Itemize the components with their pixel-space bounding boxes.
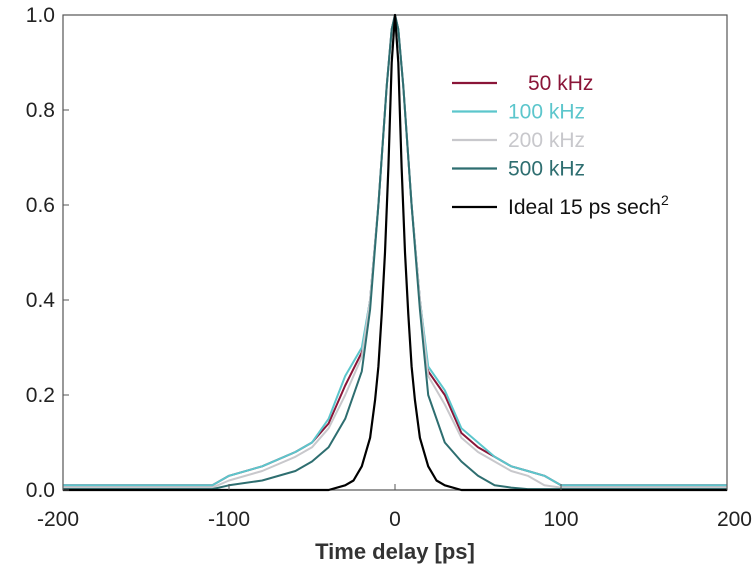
legend-label-2: 100 kHz <box>508 101 585 124</box>
plot-frame <box>62 14 728 491</box>
y-tick-label: 1.0 <box>26 4 55 27</box>
legend-label-text: Ideal 15 ps sech <box>508 196 661 219</box>
series-layer <box>63 13 727 492</box>
x-tick-label: 100 <box>543 508 578 531</box>
y-tick-label: 0.8 <box>26 99 55 122</box>
legend-label-text: 500 kHz <box>508 158 585 181</box>
series-line-4 <box>63 14 727 491</box>
legend-label-text: 200 kHz <box>508 129 585 152</box>
y-tick-label: 0.6 <box>26 194 55 217</box>
y-tick-label: 0.4 <box>26 289 56 312</box>
x-tick-label: 200 <box>717 508 752 531</box>
y-axis: 0.0 0.2 0.4 0.6 0.8 1.0 <box>26 4 69 502</box>
legend-label-text: 100 kHz <box>508 101 585 124</box>
x-tick-label: -100 <box>208 508 250 531</box>
legend-label-superscript: 2 <box>661 192 669 208</box>
x-axis-label: Time delay [ps] <box>315 539 475 564</box>
plot-area <box>62 14 728 491</box>
x-tick-label: 0 <box>389 508 401 531</box>
x-tick-label: -200 <box>37 508 79 531</box>
legend-label-5: Ideal 15 ps sech2 <box>508 192 669 219</box>
series-line-1 <box>63 14 727 487</box>
legend-label-1: 50 kHz <box>528 72 593 95</box>
x-axis: -200 -100 0 100 200 <box>37 484 752 531</box>
series-line-2 <box>63 14 727 487</box>
legend-label-3: 200 kHz <box>508 129 585 152</box>
y-tick-label: 0.2 <box>26 384 55 407</box>
y-tick-label: 0.0 <box>26 479 55 502</box>
legend-label-text: 50 kHz <box>528 72 593 95</box>
series-line-5 <box>63 13 727 492</box>
legend-label-4: 500 kHz <box>508 158 585 181</box>
legend: 50 kHz 100 kHz 200 kHz 500 kHz Ideal 15 ps s… <box>452 72 669 219</box>
series-line-3 <box>63 14 727 489</box>
